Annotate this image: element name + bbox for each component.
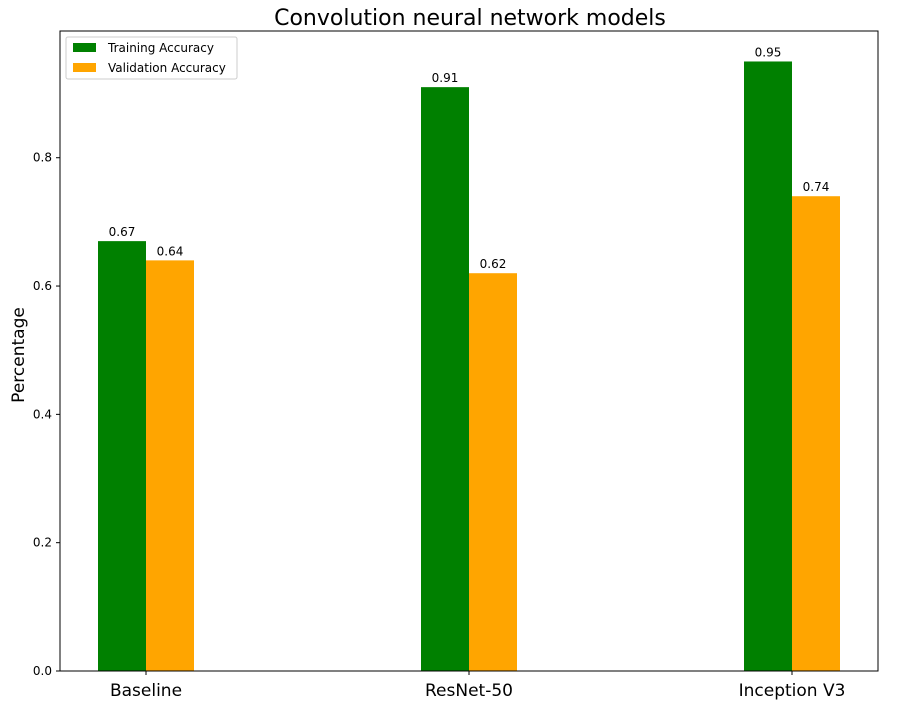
y-tick-label: 0.8 bbox=[33, 151, 52, 165]
bar-training-2 bbox=[744, 61, 792, 671]
legend-box bbox=[65, 36, 238, 80]
x-tick-label: ResNet-50 bbox=[425, 681, 513, 701]
bar-training-1 bbox=[421, 87, 469, 671]
legend-label-validation: Validation Accuracy bbox=[108, 61, 226, 75]
bar-validation-2 bbox=[792, 196, 840, 672]
x-tick-label: Baseline bbox=[110, 681, 182, 701]
y-tick-label: 0.6 bbox=[33, 279, 52, 293]
y-tick-label: 0.0 bbox=[33, 664, 52, 678]
legend-label-training: Training Accuracy bbox=[107, 41, 214, 55]
bar-value-label: 0.95 bbox=[755, 45, 782, 59]
x-axis: Baseline ResNet-50 Inception V3 bbox=[110, 671, 845, 701]
y-axis-label: Percentage bbox=[9, 307, 29, 403]
legend-swatch-validation bbox=[73, 63, 96, 72]
bar-validation-0 bbox=[146, 260, 194, 671]
bar-labels-group: 0.67 0.91 0.95 0.64 0.62 0.74 bbox=[109, 45, 830, 271]
x-tick-label: Inception V3 bbox=[739, 681, 846, 701]
bar-value-label: 0.64 bbox=[157, 244, 184, 258]
legend: Training Accuracy Validation Accuracy bbox=[65, 36, 238, 80]
chart-title: Convolution neural network models bbox=[274, 6, 666, 31]
bar-value-label: 0.67 bbox=[109, 225, 136, 239]
bar-validation-1 bbox=[469, 273, 517, 671]
bar-value-label: 0.74 bbox=[803, 180, 830, 194]
y-tick-label: 0.2 bbox=[33, 536, 52, 550]
bar-value-label: 0.62 bbox=[480, 257, 507, 271]
legend-swatch-training bbox=[73, 43, 96, 52]
bar-value-label: 0.91 bbox=[432, 71, 459, 85]
bars-group bbox=[98, 61, 840, 672]
y-tick-label: 0.4 bbox=[33, 407, 52, 421]
y-axis: 0.0 0.2 0.4 0.6 0.8 bbox=[33, 151, 60, 678]
bar-training-0 bbox=[98, 241, 146, 672]
